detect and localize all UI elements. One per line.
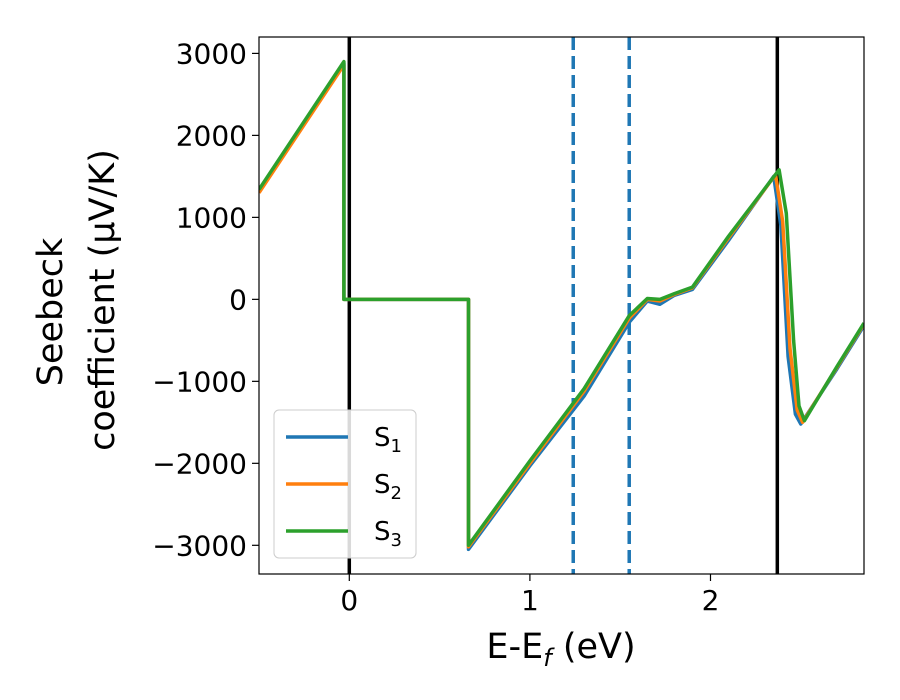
y-axis-ticks: 3000 2000 1000 0 −1000 −2000 −3000 [152,37,259,562]
y-axis-title-line-2: coefficient (μV/K) [83,149,123,451]
legend-label-s1: S1 [374,423,402,457]
x-axis-ticks: 0 1 2 [340,574,719,617]
series-line-s3 [259,59,864,548]
y-axis-title-line-1: Seebeck [31,237,71,386]
x-axis-title-main: E-E [486,627,543,667]
y-tick-label: −1000 [152,365,247,398]
legend-label-s3: S3 [374,517,402,551]
x-tick-label: 1 [521,584,539,617]
y-tick-label: 0 [229,283,247,316]
y-tick-label: 3000 [176,37,247,70]
legend-label-s2: S2 [374,470,402,504]
y-tick-label: 1000 [176,201,247,234]
x-axis-title-unit: (eV) [552,627,636,667]
x-tick-label: 0 [340,584,358,617]
series-layer [259,59,864,552]
y-tick-label: −3000 [152,529,247,562]
legend: S1 S2 S3 [273,409,417,559]
x-tick-label: 2 [702,584,720,617]
y-tick-label: 2000 [176,119,247,152]
y-tick-label: −2000 [152,447,247,480]
y-axis-title: Seebeck coefficient (μV/K) [31,149,123,451]
plot-frame [258,36,865,575]
x-axis-title: E-Ef (eV) [486,627,635,672]
